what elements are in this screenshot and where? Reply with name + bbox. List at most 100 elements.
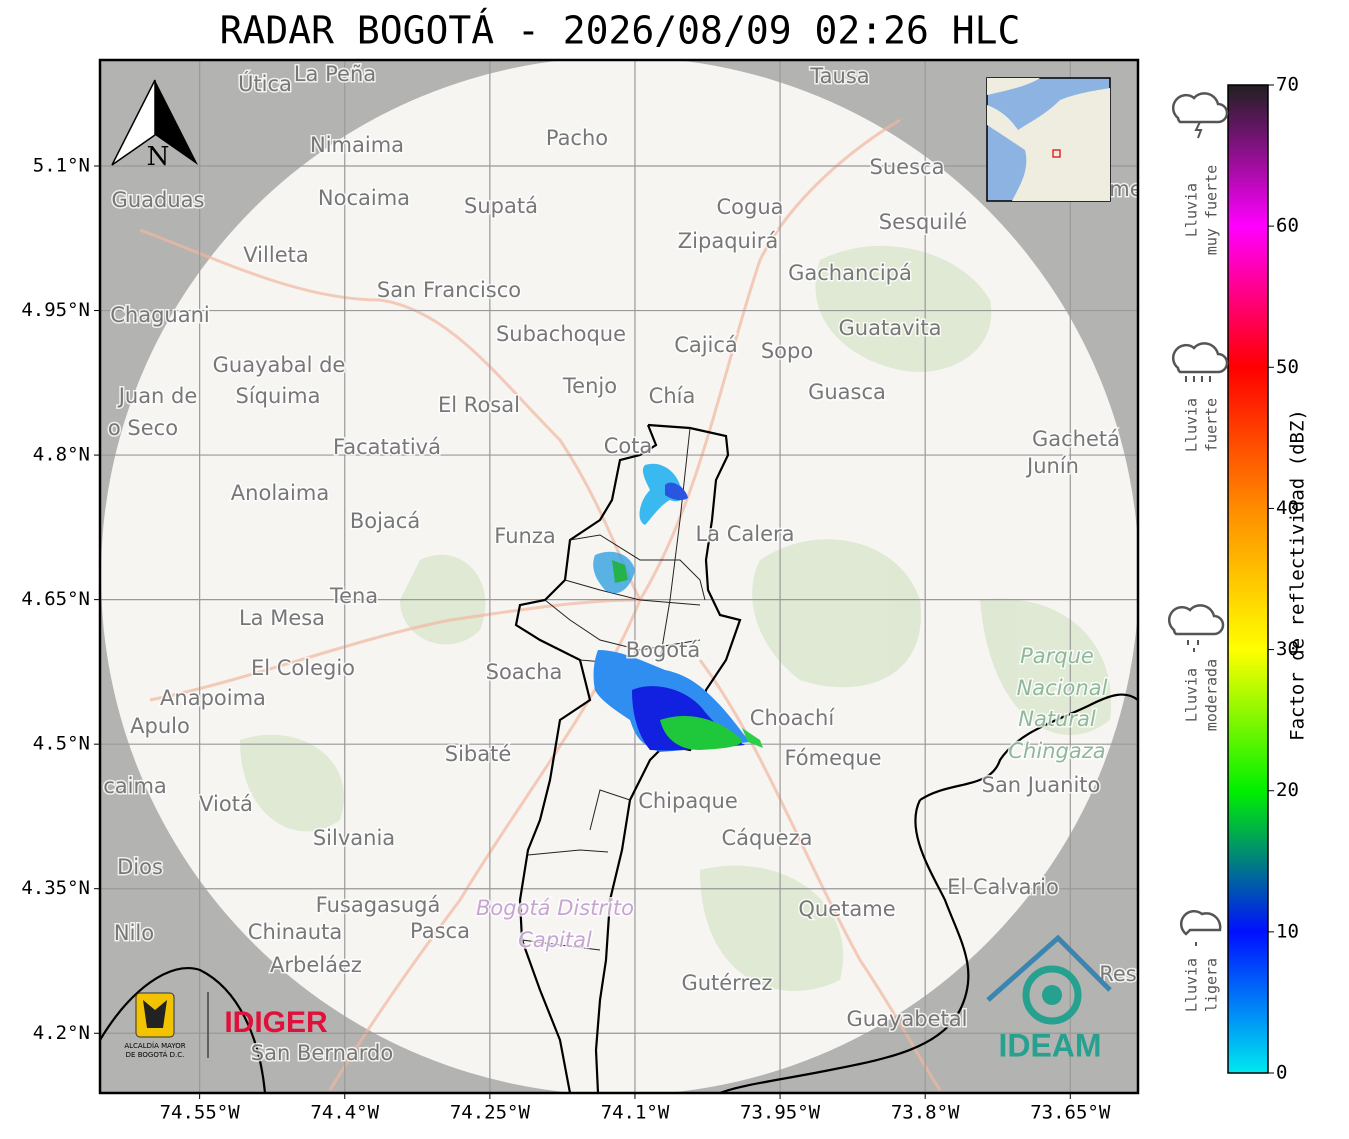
colorbar-gradient xyxy=(1227,84,1269,1074)
place-label: Juan de xyxy=(117,384,198,408)
map-area: Útica La Peña Tausa Pacho Nimaima Guaduas Noca… xyxy=(100,60,1138,1093)
rain-category: Lluvia xyxy=(1183,398,1201,452)
colorbar-tick-label: 0 xyxy=(1276,1062,1287,1084)
place-label: Sopo xyxy=(761,339,813,363)
rain-category: muy fuerte xyxy=(1203,165,1221,255)
y-tick-label: 4.35°N xyxy=(21,877,90,899)
rain-category: fuerte xyxy=(1203,398,1221,452)
x-tick-label: 73.95°W xyxy=(740,1102,821,1124)
place-label: Chipaque xyxy=(638,789,738,813)
logo-text: DE BOGOTÁ D.C. xyxy=(126,1050,185,1059)
x-tick-label: 74.4°W xyxy=(310,1102,379,1124)
place-label: El Colegio xyxy=(251,656,355,680)
place-label: San Francisco xyxy=(377,278,521,302)
place-label: Junín xyxy=(1025,454,1079,478)
place-label: Cáqueza xyxy=(722,826,813,850)
place-label: Anapoima xyxy=(160,686,266,710)
title: RADAR BOGOTÁ - 2026/08/09 02:26 HLC xyxy=(220,9,1021,53)
place-label: Choachí xyxy=(750,706,836,730)
place-label: Quetame xyxy=(798,897,895,921)
place-label: Chaguani xyxy=(110,303,210,327)
place-label: Natural xyxy=(1018,707,1096,731)
colorbar-tick-label: 50 xyxy=(1276,356,1299,378)
place-label: La Calera xyxy=(695,522,794,546)
boundaries xyxy=(100,423,1138,1093)
north-label: N xyxy=(147,142,170,172)
place-label: Facatativá xyxy=(333,435,441,459)
place-label: Guayabal de xyxy=(213,353,346,377)
place-label: Pasca xyxy=(410,919,470,943)
place-label: Cajicá xyxy=(674,333,738,357)
place-label: Gachancipá xyxy=(788,261,912,285)
y-tick-label: 5.1°N xyxy=(33,154,90,176)
place-label: Gachetá xyxy=(1032,427,1120,451)
place-label: Arbeláez xyxy=(270,953,362,977)
place-label: Tenjo xyxy=(562,374,617,398)
place-label: Bogotá Distrito xyxy=(476,896,634,920)
place-label: Subachoque xyxy=(496,322,626,346)
place-label: El Rosal xyxy=(438,393,520,417)
place-label: Gutérrez xyxy=(681,971,772,995)
colorbar-tick-label: 20 xyxy=(1276,779,1299,801)
ideam-logo xyxy=(986,934,1112,1025)
plot-frame xyxy=(98,58,1140,1095)
place-label: Parque xyxy=(1020,644,1094,668)
logo-text: IDIGER xyxy=(224,1006,328,1039)
rain-icons xyxy=(1167,92,1229,946)
colorbar-tick-label: 10 xyxy=(1276,920,1299,942)
logo-text: ALCALDÍA MAYOR xyxy=(124,1041,185,1050)
y-tick-label: 4.65°N xyxy=(21,588,90,610)
place-label: Capital xyxy=(518,928,592,952)
colorbar-tick-label: 70 xyxy=(1276,74,1299,96)
place-label: Cogua xyxy=(716,195,783,219)
y-tick-label: 4.2°N xyxy=(33,1022,90,1044)
place-label: Viotá xyxy=(199,792,253,816)
x-tick-label: 73.65°W xyxy=(1030,1102,1111,1124)
place-label: San Bernardo xyxy=(251,1041,393,1065)
north-arrow: N xyxy=(111,79,198,172)
rain-category: Lluvia xyxy=(1183,958,1201,1012)
y-tick-label: 4.8°N xyxy=(33,444,90,466)
place-label: Chinauta xyxy=(248,920,342,944)
colorbar-tick-label: 30 xyxy=(1276,638,1299,660)
place-label: Bogotá xyxy=(626,638,701,662)
place-label: Tausa xyxy=(809,64,869,88)
place-label: Fusagasugá xyxy=(316,893,441,917)
x-tick-label: 74.1°W xyxy=(601,1102,670,1124)
colorbar-tick-label: 60 xyxy=(1276,215,1299,237)
y-tick-label: 4.5°N xyxy=(33,733,90,755)
place-label: Nacional xyxy=(1017,676,1108,700)
place-label: Bojacá xyxy=(350,509,420,533)
place-label: Apulo xyxy=(130,714,190,738)
alcaldia-logo xyxy=(135,992,209,1058)
radar-echoes xyxy=(593,463,763,752)
place-label: Anolaima xyxy=(231,481,329,505)
place-label: Nimaima xyxy=(310,133,404,157)
colorbar: 0 10 20 30 40 50 60 70 Factor de reflectividad (… xyxy=(1227,74,1309,1084)
place-label: Guaduas xyxy=(112,188,205,212)
place-label: Dios xyxy=(117,855,163,879)
place-labels: Útica La Peña Tausa Pacho Nimaima Guaduas Noca… xyxy=(102,61,1138,1067)
place-label: Zipaquirá xyxy=(678,229,778,253)
place-label: Cota xyxy=(604,434,653,458)
rain-category: Lluvia xyxy=(1183,668,1201,722)
place-label: Chingaza xyxy=(1008,739,1105,763)
rain-category: ligera xyxy=(1203,958,1221,1012)
rain-category: Lluvia xyxy=(1183,183,1201,237)
inset-map xyxy=(986,77,1111,202)
vegetation xyxy=(240,245,1112,991)
place-label: Silvania xyxy=(313,826,395,850)
colorbar-label: Factor de reflectividad (dBZ) xyxy=(1287,409,1309,741)
place-label: Villeta xyxy=(243,243,308,267)
x-tick-label: 74.55°W xyxy=(160,1102,241,1124)
place-label: Sibaté xyxy=(445,742,512,766)
place-label: La Peña xyxy=(294,62,376,86)
place-label: Útica xyxy=(238,71,292,96)
place-label: caima xyxy=(103,774,167,798)
x-tick-label: 73.8°W xyxy=(891,1102,960,1124)
place-label: Funza xyxy=(494,524,555,548)
place-label: Nocaima xyxy=(318,186,410,210)
grid xyxy=(100,60,1138,1093)
place-label: Pacho xyxy=(546,126,608,150)
